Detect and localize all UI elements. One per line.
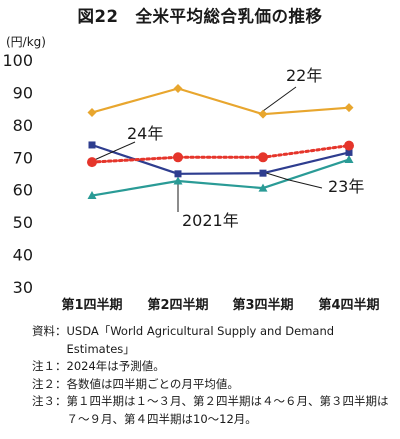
callout-leader-line <box>91 141 136 162</box>
callout-leader-line <box>262 86 297 112</box>
y-tick-label: 40 <box>13 246 33 265</box>
series-line <box>91 158 350 197</box>
note-key: 資料： <box>32 324 67 338</box>
y-tick-label: 100 <box>2 51 33 70</box>
y-tick-label: 60 <box>13 181 33 200</box>
y-axis-unit: (円/kg) <box>6 35 46 49</box>
note-key: 注３： <box>32 394 67 408</box>
note-text: 各数値は四半期ごとの月平均値。 <box>66 376 239 391</box>
data-point-square <box>259 169 267 177</box>
note-2: 注２： 各数値は四半期ごとの月平均値。 <box>32 376 394 394</box>
series-line <box>90 144 351 164</box>
note-text: USDA「World Agricultural Supply and Deman… <box>66 324 335 356</box>
data-point-square <box>88 141 96 149</box>
note-text: 2024年は予測値。 <box>66 359 165 373</box>
x-tick-label: 第3四半期 <box>232 297 293 313</box>
y-tick-label: 80 <box>13 116 33 135</box>
data-point-diamond <box>344 103 354 113</box>
series-label: 23年 <box>328 177 364 196</box>
data-point-circle <box>258 152 268 163</box>
series-label: 24年 <box>127 124 163 143</box>
chart-title: 図22 全米平均総合乳価の推移 <box>77 7 323 26</box>
x-tick-label: 第4四半期 <box>318 297 379 313</box>
data-point-circle <box>344 140 354 151</box>
line-chart: 30 40 50 60 70 80 90 100 第1四半期 第2四半期 第3四半期 第4四半期 2… <box>2 51 379 313</box>
data-point-triangle <box>344 155 354 164</box>
series-label: 22年 <box>286 66 322 85</box>
note-key: 注１： <box>32 359 67 373</box>
data-point-triangle <box>173 176 183 185</box>
data-point-circle <box>173 152 183 163</box>
data-point-diamond <box>87 108 97 118</box>
data-point-triangle <box>258 183 268 192</box>
data-point-triangle <box>87 191 97 200</box>
note-key: 注２： <box>32 376 67 391</box>
note-text: 第１四半期は１～３月、第２四半期は４～６月、第３四半期は７～９月、第４四半期は1… <box>66 394 389 426</box>
y-tick-label: 30 <box>13 278 33 297</box>
data-point-square <box>345 148 353 156</box>
x-tick-label: 第1四半期 <box>61 297 122 313</box>
data-point-circle <box>87 157 97 168</box>
y-tick-label: 50 <box>13 213 33 232</box>
callout-leader-line <box>262 171 323 189</box>
source-note: 資料： USDA「World Agricultural Supply and D… <box>32 323 394 358</box>
note-1: 注１： 2024年は予測値。 <box>32 358 394 376</box>
footnotes: 資料： USDA「World Agricultural Supply and D… <box>32 323 394 428</box>
data-point-diamond <box>173 84 183 94</box>
x-tick-label: 第2四半期 <box>147 297 208 313</box>
data-point-square <box>174 170 182 178</box>
data-point-diamond <box>258 109 268 119</box>
y-tick-label: 90 <box>13 83 33 102</box>
series-line <box>91 87 350 116</box>
y-tick-label: 70 <box>13 148 33 167</box>
note-3: 注３： 第１四半期は１～３月、第２四半期は４～６月、第３四半期は７～９月、第４四… <box>32 393 394 428</box>
series-label: 2021年 <box>182 211 239 230</box>
